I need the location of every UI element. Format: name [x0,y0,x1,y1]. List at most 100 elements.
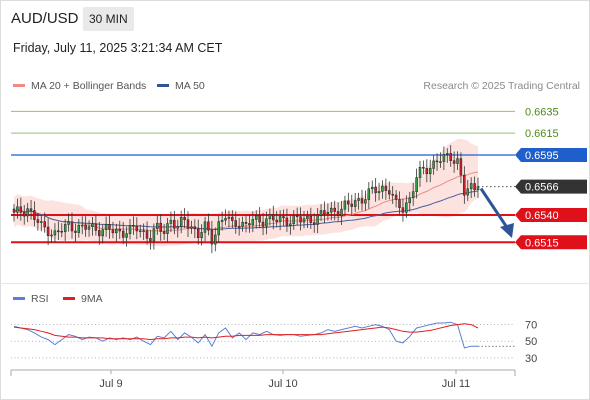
research-credit: Research © 2025 Trading Central [423,80,580,92]
chart-header: AUD/USD 30 MIN [0,0,590,36]
candle-body [190,226,193,229]
forecast-arrow-shaft [479,187,510,230]
candle-body [220,219,224,222]
candle-body [94,223,98,231]
candle-body [224,218,227,221]
candle-body [251,219,255,226]
candle-body [63,224,67,233]
candle-body [149,238,152,242]
candle-body [87,226,91,230]
candle-body [29,208,33,211]
candle-body [125,233,128,238]
level-label-pivot-bg [515,148,587,162]
legend-swatch-ma20 [13,83,25,87]
level-label-last-bg [515,179,587,194]
candle-body [435,160,439,163]
x-tick-label: Jul 9 [99,378,122,390]
candle-body [415,177,418,192]
candle-body [115,228,118,234]
candle-body [469,183,473,190]
candle-body [244,222,248,224]
candle-body [353,200,357,207]
legend-label-ma50: MA 50 [175,80,205,92]
symbol-title: AUD/USD [11,10,79,27]
candle-body [319,210,323,216]
candle-body [456,158,459,164]
candle-body [91,223,94,227]
candle-body [278,216,282,222]
candle-body [350,203,353,207]
level-label-support-2: 0.6515 [525,237,559,249]
candle-body [340,208,343,217]
candle-body [46,226,50,237]
candle-body [265,218,268,227]
rsi-tick-50: 50 [525,336,537,348]
candle-body [309,215,313,223]
candle-body [173,219,176,229]
candle-body [60,230,63,233]
candle-body [336,211,340,217]
candle-body [268,214,272,220]
candle-body [98,230,101,237]
candle-body [22,212,26,217]
forecast-arrow-head [500,223,514,238]
candle-body [67,221,70,225]
candle-body [428,168,432,175]
rsi-line [13,321,478,349]
candle-body [40,221,43,223]
candle-body [391,193,394,196]
candle-body [312,222,316,225]
timeframe-button[interactable]: 30 MIN [83,7,134,31]
candle-body [258,215,261,223]
candle-body [135,225,139,232]
candle-body [183,216,186,221]
legend-ma20-bollinger: MA 20 + Bollinger Bands [13,80,146,92]
candle-body [364,199,367,204]
candle-body [466,188,469,196]
candle-body [374,186,377,194]
candle-body [405,202,408,213]
candle-body [196,228,200,238]
candle-body [388,190,391,195]
candle-body [200,232,203,238]
candle-body [449,153,452,161]
candle-body [357,198,360,201]
candle-body [302,218,306,223]
candle-body [53,230,57,236]
candle-body [57,230,60,233]
candle-body [70,221,74,232]
candle-body [370,186,374,190]
candle-body [152,228,156,242]
candle-body [118,228,121,232]
level-label-target-2: 0.6635 [525,106,559,118]
candle-body [156,222,159,229]
pane-separator [0,283,590,284]
candle-body [50,234,53,237]
candle-body [101,229,104,237]
candle-body [121,230,125,238]
candle-body [231,216,234,221]
candle-body [132,225,135,227]
candle-body [12,208,16,213]
candle-body [452,160,456,164]
candle-body [26,208,29,217]
level-label-pivot: 0.6595 [525,150,559,162]
candle-body [111,229,115,234]
candle-body [36,219,40,223]
candle-body [398,199,401,208]
candle-body [306,215,309,220]
candle-body [425,168,429,175]
candle-body [446,153,449,155]
candle-body [476,186,480,191]
candle-body [108,224,111,230]
candle-body [227,216,231,219]
candle-body [104,224,108,230]
level-label-support-1-bg [515,208,587,222]
candle-body [128,225,132,234]
candle-body [377,191,381,193]
candle-body [473,183,476,191]
level-label-support-1: 0.6540 [525,210,559,222]
candle-body [261,221,265,227]
candle-body [408,197,411,204]
